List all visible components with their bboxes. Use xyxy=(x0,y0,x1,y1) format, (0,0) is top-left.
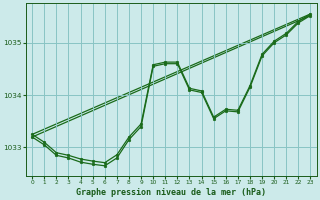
X-axis label: Graphe pression niveau de la mer (hPa): Graphe pression niveau de la mer (hPa) xyxy=(76,188,266,197)
